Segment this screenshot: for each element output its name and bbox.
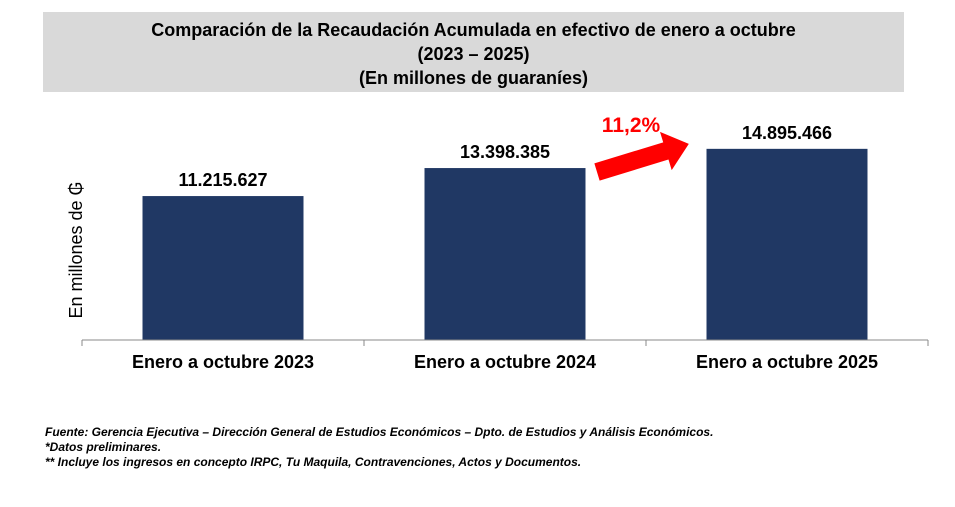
category-label: Enero a octubre 2025: [696, 352, 878, 372]
data-label: 14.895.466: [742, 123, 832, 143]
source-note: Fuente: Gerencia Ejecutiva – Dirección G…: [45, 425, 714, 439]
growth-annotation: 11,2%: [602, 114, 661, 137]
bar-1: [142, 196, 304, 340]
bar-3: [706, 148, 868, 340]
footnotes: Fuente: Gerencia Ejecutiva – Dirección G…: [45, 425, 713, 470]
category-label: Enero a octubre 2024: [414, 352, 596, 372]
data-label: 13.398.385: [460, 142, 550, 162]
growth-arrow-icon: [594, 131, 689, 181]
y-axis-label: En millones de ₲: [66, 181, 86, 318]
chart-title: Comparación de la Recaudación Acumulada …: [151, 20, 796, 40]
chart-subtitle-units: (En millones de guaraníes): [358, 68, 589, 88]
preliminary-note: *Datos preliminares.: [45, 440, 162, 454]
includes-note: ** Incluye los ingresos en concepto IRPC…: [45, 455, 582, 469]
bar-chart: En millones de ₲ 11.215.627 Enero a octub…: [66, 114, 929, 372]
chart-title-box: Comparación de la Recaudación Acumulada …: [43, 12, 904, 92]
category-label: Enero a octubre 2023: [132, 352, 314, 372]
bar-2: [424, 168, 586, 340]
data-label: 11.215.627: [178, 170, 267, 190]
chart-subtitle-years: (2023 – 2025): [417, 44, 530, 64]
